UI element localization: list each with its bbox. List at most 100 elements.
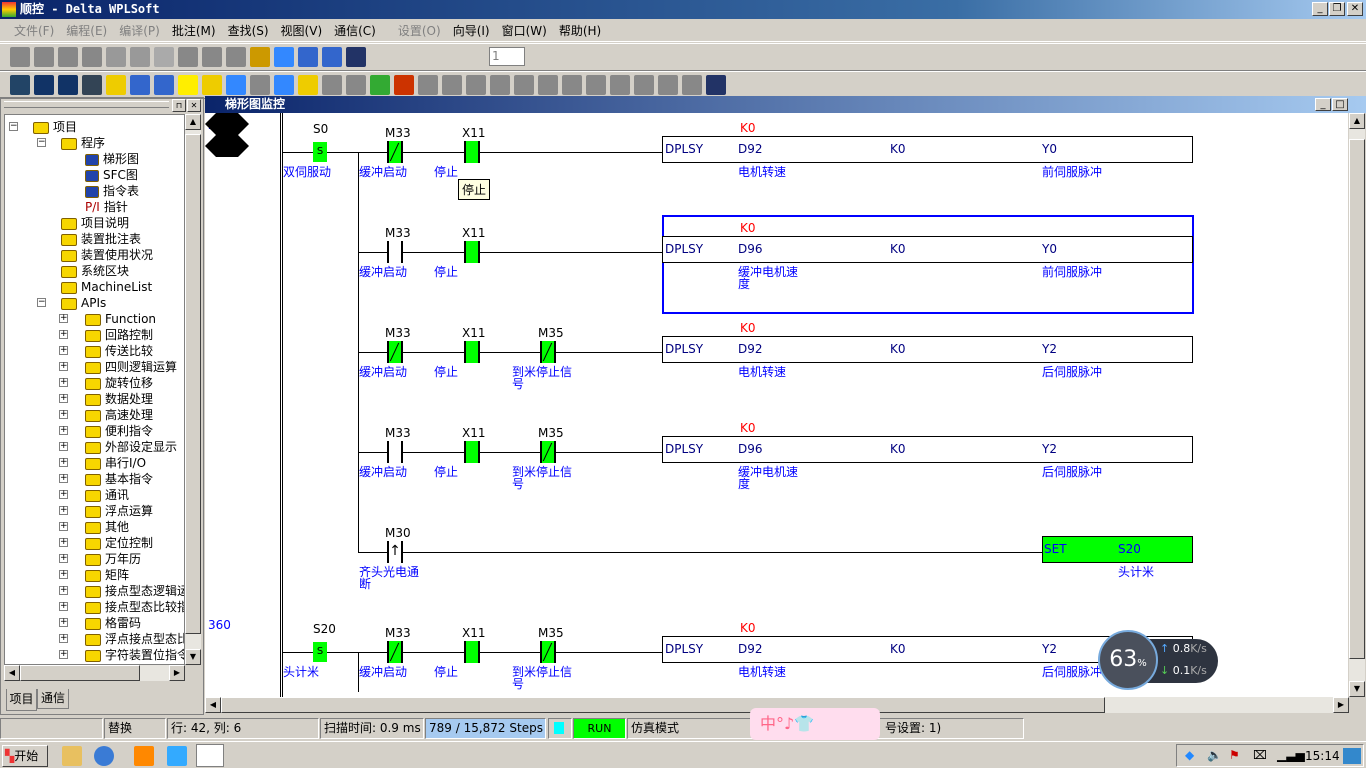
hscroll-thumb[interactable] (221, 697, 1105, 713)
ladder-tool-26[interactable] (634, 75, 654, 95)
scroll-left-icon[interactable]: ◀ (205, 697, 221, 713)
toolbar-button-11[interactable] (274, 47, 294, 67)
ladder-vscrollbar[interactable]: ▲ ▼ (1349, 113, 1365, 697)
ladder-tool-20[interactable] (490, 75, 510, 95)
tree-toggle-expand-icon[interactable]: + (59, 441, 68, 451)
step-input[interactable]: 1 (489, 47, 525, 66)
ladder-tool-3[interactable] (82, 75, 102, 95)
toolbar-button-13[interactable] (322, 47, 342, 67)
tree-item[interactable]: 装置使用状况 (61, 247, 153, 263)
tree-toggle-expand-icon[interactable]: + (59, 585, 68, 595)
ladder-tool-25[interactable] (610, 75, 630, 95)
tree-item[interactable]: 四则逻辑运算 (85, 359, 177, 375)
ladder-tool-28[interactable] (682, 75, 702, 95)
tree-item[interactable]: 传送比较 (85, 343, 153, 359)
toolbar-button-9[interactable] (226, 47, 246, 67)
tree-item[interactable]: 定位控制 (85, 535, 153, 551)
tree-item[interactable]: 系统区块 (61, 263, 129, 279)
tab-comm[interactable]: 通信 (37, 689, 69, 709)
signal-icon[interactable]: ▁▃▅ (1277, 748, 1305, 762)
contact-no[interactable] (464, 641, 480, 663)
ladder-tool-11[interactable] (274, 75, 294, 95)
tree-item[interactable]: 接点型态比较指 (85, 599, 184, 615)
menu-1[interactable]: 编程(E) (66, 24, 108, 38)
ladder-tool-18[interactable] (442, 75, 462, 95)
ladder-tool-21[interactable] (514, 75, 534, 95)
ladder-tool-9[interactable] (226, 75, 246, 95)
start-button[interactable]: ▚开始 (2, 745, 48, 767)
toolbar-button-4[interactable] (106, 47, 126, 67)
tree-item[interactable]: 接点型态逻辑运 (85, 583, 184, 599)
contact-no[interactable] (464, 141, 480, 163)
contact-nc[interactable] (387, 341, 403, 363)
menu-5[interactable]: 视图(V) (280, 24, 323, 38)
contact-no[interactable] (464, 441, 480, 463)
ladder-tool-15[interactable] (370, 75, 390, 95)
tree-toggle-expand-icon[interactable]: + (59, 553, 68, 563)
close-button[interactable]: ✕ (1347, 2, 1363, 16)
tree-item[interactable]: 数据处理 (85, 391, 153, 407)
contact-no[interactable] (464, 341, 480, 363)
tree-item[interactable]: 旋转位移 (85, 375, 153, 391)
tree-item[interactable]: APIs (61, 295, 106, 311)
shield-icon[interactable]: ◆ (1185, 748, 1195, 762)
tree-toggle-collapse-icon[interactable]: − (37, 137, 46, 147)
set-box[interactable] (1042, 536, 1193, 563)
ladder-tool-24[interactable] (586, 75, 606, 95)
scroll-right-icon[interactable]: ▶ (1333, 697, 1349, 713)
tree-toggle-expand-icon[interactable]: + (59, 569, 68, 579)
tree-toggle-collapse-icon[interactable]: − (9, 121, 18, 131)
ladder-tool-19[interactable] (466, 75, 486, 95)
ladder-tool-2[interactable] (58, 75, 78, 95)
wplsoft-task-button[interactable] (196, 744, 224, 767)
ladder-hscrollbar[interactable]: ◀ ▶ (205, 697, 1349, 713)
scroll-down-icon[interactable]: ▼ (1349, 681, 1365, 697)
ladder-tool-17[interactable] (418, 75, 438, 95)
toolbar-button-1[interactable] (34, 47, 54, 67)
toolbar-button-5[interactable] (130, 47, 150, 67)
ladder-tool-5[interactable] (130, 75, 150, 95)
tree-toggle-expand-icon[interactable]: + (59, 329, 68, 339)
tree-item[interactable]: 格雷码 (85, 615, 141, 631)
app-tray-icon[interactable] (167, 746, 187, 766)
menu-4[interactable]: 查找(S) (227, 24, 269, 38)
scroll-thumb[interactable] (185, 134, 201, 634)
tree-item[interactable]: 串行I/O (85, 455, 146, 471)
tree-item[interactable]: 其他 (85, 519, 129, 535)
tree-item[interactable]: 装置批注表 (61, 231, 141, 247)
selection-box[interactable] (662, 215, 1194, 314)
tree-toggle-expand-icon[interactable]: + (59, 361, 68, 371)
tree-item[interactable]: 浮点运算 (85, 503, 153, 519)
tree-toggle-expand-icon[interactable]: + (59, 521, 68, 531)
tree-item[interactable]: 程序 (61, 135, 105, 151)
child-maximize-button[interactable]: □ (1332, 98, 1348, 111)
ladder-tool-0[interactable] (10, 75, 30, 95)
tree-toggle-expand-icon[interactable]: + (59, 601, 68, 611)
media-player-icon[interactable] (134, 746, 154, 766)
tree-item[interactable]: 矩阵 (85, 567, 129, 583)
tree-toggle-expand-icon[interactable]: + (59, 409, 68, 419)
contact-no[interactable] (387, 441, 403, 463)
clock[interactable]: 15:14 (1305, 749, 1340, 763)
hscroll-thumb[interactable] (20, 665, 140, 681)
minimize-button[interactable]: _ (1312, 2, 1328, 16)
toolbar-button-14[interactable] (346, 47, 366, 67)
contact-nc[interactable] (387, 141, 403, 163)
tree-item[interactable]: 项目说明 (61, 215, 129, 231)
toolbar-button-0[interactable] (10, 47, 30, 67)
toolbar-button-7[interactable] (178, 47, 198, 67)
toolbar-button-3[interactable] (82, 47, 102, 67)
contact-no[interactable] (387, 241, 403, 263)
contact-rise[interactable]: ↑ (387, 541, 403, 563)
tree-toggle-expand-icon[interactable]: + (59, 425, 68, 435)
tree-item[interactable]: 基本指令 (85, 471, 153, 487)
instruction-box[interactable] (662, 136, 1193, 163)
tree-item[interactable]: 项目 (33, 119, 77, 135)
tree-item[interactable]: 外部设定显示 (85, 439, 177, 455)
ladder-tool-13[interactable] (322, 75, 342, 95)
ladder-tool-6[interactable] (154, 75, 174, 95)
tree-hscrollbar[interactable]: ◀ ▶ (4, 665, 185, 681)
tree-toggle-expand-icon[interactable]: + (59, 457, 68, 467)
contact-no[interactable] (464, 241, 480, 263)
desktop-icon[interactable] (1343, 748, 1361, 764)
